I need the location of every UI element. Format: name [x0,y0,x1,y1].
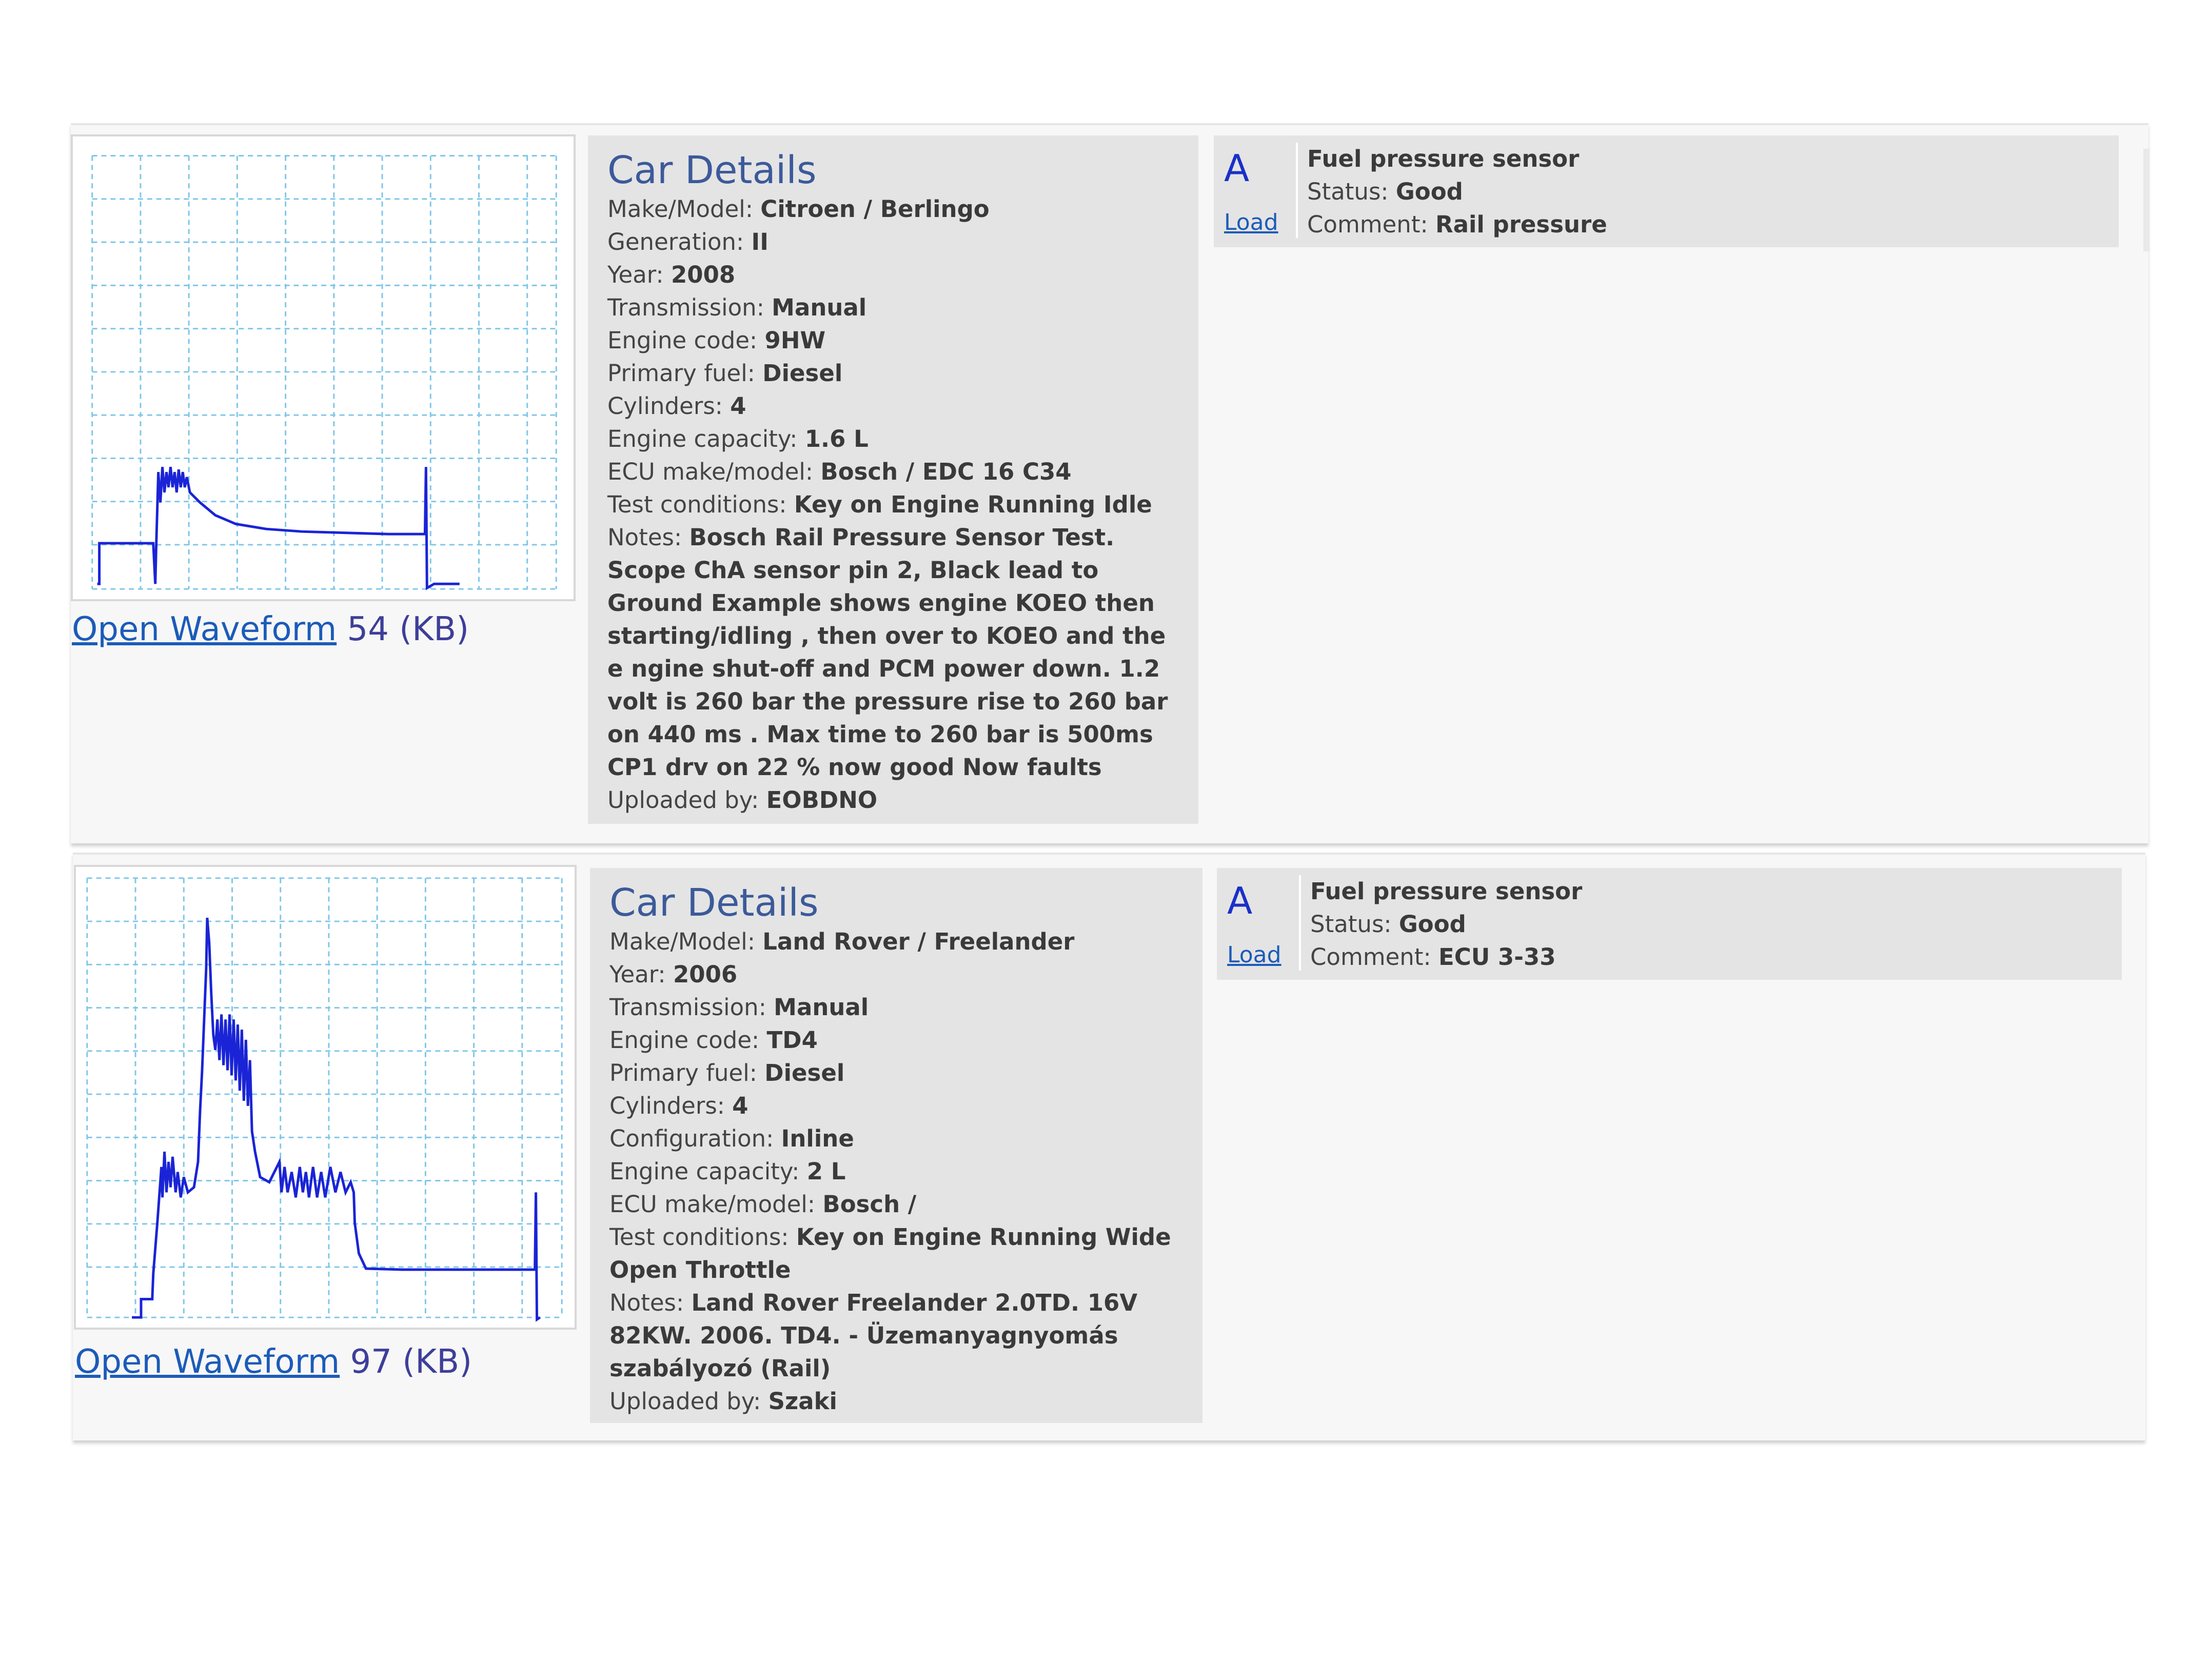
waveform-plot [86,877,563,1322]
detail-make-model: Make/Model: Citroen / Berlingo [607,195,990,223]
detail-transmission: Transmission: Manual [609,994,869,1021]
sensor-info: Fuel pressure sensor Status: Good Commen… [1310,875,1582,974]
divider [1299,875,1301,971]
sensor-panel: A Load Fuel pressure sensor Status: Good… [1214,135,2119,247]
notes-line: CP1 drv on 22 % now good Now faults [607,754,1102,781]
channel-label: A [1224,147,1250,190]
notes-line: Scope ChA sensor pin 2, Black lead to [607,557,1099,584]
channel-label: A [1227,879,1253,922]
car-details-title: Car Details [609,881,819,925]
sensor-name: Fuel pressure sensor [1307,145,1580,172]
detail-make-model: Make/Model: Land Rover / Freelander [609,928,1075,955]
scope-grid [91,155,557,590]
divider [1296,143,1298,238]
notes-line: starting/idling , then over to KOEO and … [607,622,1166,649]
detail-ecu: ECU make/model: Bosch / [609,1191,917,1218]
sensor-info: Fuel pressure sensor Status: Good Commen… [1307,143,1607,241]
notes-line: Ground Example shows engine KOEO then [607,589,1155,617]
notes-line: on 440 ms . Max time to 260 bar is 500ms [607,721,1153,748]
detail-engine-code: Engine code: TD4 [609,1026,818,1054]
detail-notes: Notes: Bosch Rail Pressure Sensor Test. [607,524,1115,551]
load-link[interactable]: Load [1227,942,1281,968]
test-conditions-line: Open Throttle [609,1256,791,1283]
waveform-trace [97,467,460,590]
sensor-name: Fuel pressure sensor [1310,878,1583,905]
open-waveform-link[interactable]: Open Waveform [75,1343,340,1381]
sensor-panel: A Load Fuel pressure sensor Status: Good… [1217,868,2122,980]
detail-uploaded-by: Uploaded by: Szaki [609,1388,837,1415]
notes-line: 82KW. 2006. TD4. - Üzemanyagnyomás [609,1322,1118,1349]
detail-configuration: Configuration: Inline [609,1125,854,1152]
notes-line: szabályozó (Rail) [609,1355,831,1382]
sensor-comment: Comment: Rail pressure [1307,211,1607,238]
open-waveform-link[interactable]: Open Waveform [72,610,337,648]
scope-grid [86,877,563,1318]
detail-engine-capacity: Engine capacity: 1.6 L [607,425,869,452]
waveform-thumbnail[interactable] [71,134,576,601]
detail-engine-code: Engine code: 9HW [607,327,826,354]
waveform-thumbnail[interactable] [74,865,577,1330]
detail-transmission: Transmission: Manual [607,294,867,321]
detail-uploaded-by: Uploaded by: EOBDNO [607,786,878,814]
waveform-trace [132,917,541,1322]
detail-generation: Generation: II [607,228,769,255]
detail-year: Year: 2008 [607,261,736,288]
sensor-comment: Comment: ECU 3-33 [1310,943,1556,971]
detail-primary-fuel: Primary fuel: Diesel [607,360,843,387]
detail-primary-fuel: Primary fuel: Diesel [609,1059,845,1086]
scrollbar[interactable] [2143,149,2149,251]
notes-line: volt is 260 bar the pressure rise to 260… [607,688,1168,715]
load-link[interactable]: Load [1224,209,1278,235]
file-size: 54 (KB) [347,610,469,648]
detail-test-conditions: Test conditions: Key on Engine Running I… [607,491,1152,518]
detail-engine-capacity: Engine capacity: 2 L [609,1158,846,1185]
car-details-title: Car Details [607,148,817,192]
waveform-plot [91,155,557,590]
detail-ecu: ECU make/model: Bosch / EDC 16 C34 [607,458,1072,485]
file-size: 97 (KB) [350,1343,472,1381]
detail-cylinders: Cylinders: 4 [607,392,746,420]
sensor-status: Status: Good [1310,911,1466,938]
sensor-status: Status: Good [1307,178,1463,205]
car-details-panel: Car Details Make/Model: Land Rover / Fre… [590,868,1202,1423]
detail-notes: Notes: Land Rover Freelander 2.0TD. 16V [609,1289,1138,1316]
detail-cylinders: Cylinders: 4 [609,1092,748,1119]
open-waveform-row: Open Waveform 54 (KB) [72,610,469,648]
notes-line: e ngine shut-off and PCM power down. 1.2 [607,655,1160,682]
detail-test-conditions: Test conditions: Key on Engine Running W… [609,1223,1171,1251]
open-waveform-row: Open Waveform 97 (KB) [75,1343,472,1381]
car-details-panel: Car Details Make/Model: Citroen / Berlin… [588,135,1198,824]
detail-year: Year: 2006 [609,961,738,988]
